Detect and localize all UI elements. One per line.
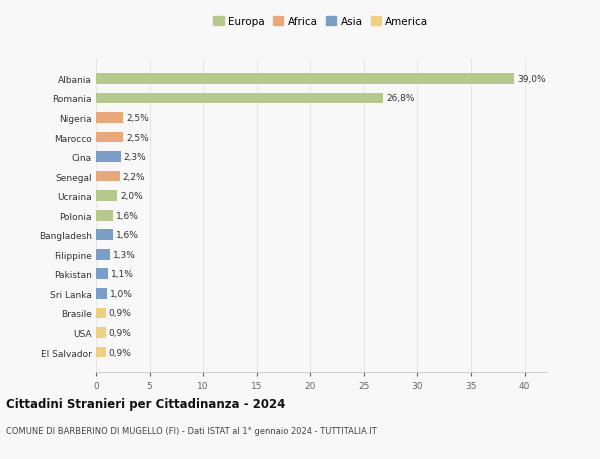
Bar bbox=[96, 152, 121, 162]
Bar bbox=[96, 113, 123, 123]
Text: 2,0%: 2,0% bbox=[121, 192, 143, 201]
Text: Cittadini Stranieri per Cittadinanza - 2024: Cittadini Stranieri per Cittadinanza - 2… bbox=[6, 397, 286, 410]
Bar bbox=[96, 210, 113, 221]
Bar bbox=[96, 230, 113, 241]
Text: 39,0%: 39,0% bbox=[517, 75, 545, 84]
Text: 2,5%: 2,5% bbox=[126, 114, 149, 123]
Text: 2,2%: 2,2% bbox=[123, 172, 145, 181]
Bar bbox=[96, 93, 383, 104]
Text: 2,5%: 2,5% bbox=[126, 133, 149, 142]
Bar bbox=[96, 327, 106, 338]
Text: 0,9%: 0,9% bbox=[109, 309, 132, 318]
Text: 1,1%: 1,1% bbox=[111, 270, 134, 279]
Bar bbox=[96, 249, 110, 260]
Text: 1,0%: 1,0% bbox=[110, 289, 133, 298]
Bar bbox=[96, 347, 106, 358]
Text: 2,3%: 2,3% bbox=[124, 153, 146, 162]
Text: 1,6%: 1,6% bbox=[116, 211, 139, 220]
Bar bbox=[96, 191, 118, 202]
Text: 0,9%: 0,9% bbox=[109, 328, 132, 337]
Bar bbox=[96, 74, 514, 84]
Text: 26,8%: 26,8% bbox=[386, 94, 415, 103]
Bar bbox=[96, 171, 119, 182]
Text: 1,6%: 1,6% bbox=[116, 231, 139, 240]
Legend: Europa, Africa, Asia, America: Europa, Africa, Asia, America bbox=[211, 15, 431, 29]
Bar bbox=[96, 132, 123, 143]
Bar bbox=[96, 269, 108, 280]
Bar bbox=[96, 288, 107, 299]
Text: 1,3%: 1,3% bbox=[113, 250, 136, 259]
Bar bbox=[96, 308, 106, 319]
Text: 0,9%: 0,9% bbox=[109, 348, 132, 357]
Text: COMUNE DI BARBERINO DI MUGELLO (FI) - Dati ISTAT al 1° gennaio 2024 - TUTTITALIA: COMUNE DI BARBERINO DI MUGELLO (FI) - Da… bbox=[6, 426, 377, 435]
